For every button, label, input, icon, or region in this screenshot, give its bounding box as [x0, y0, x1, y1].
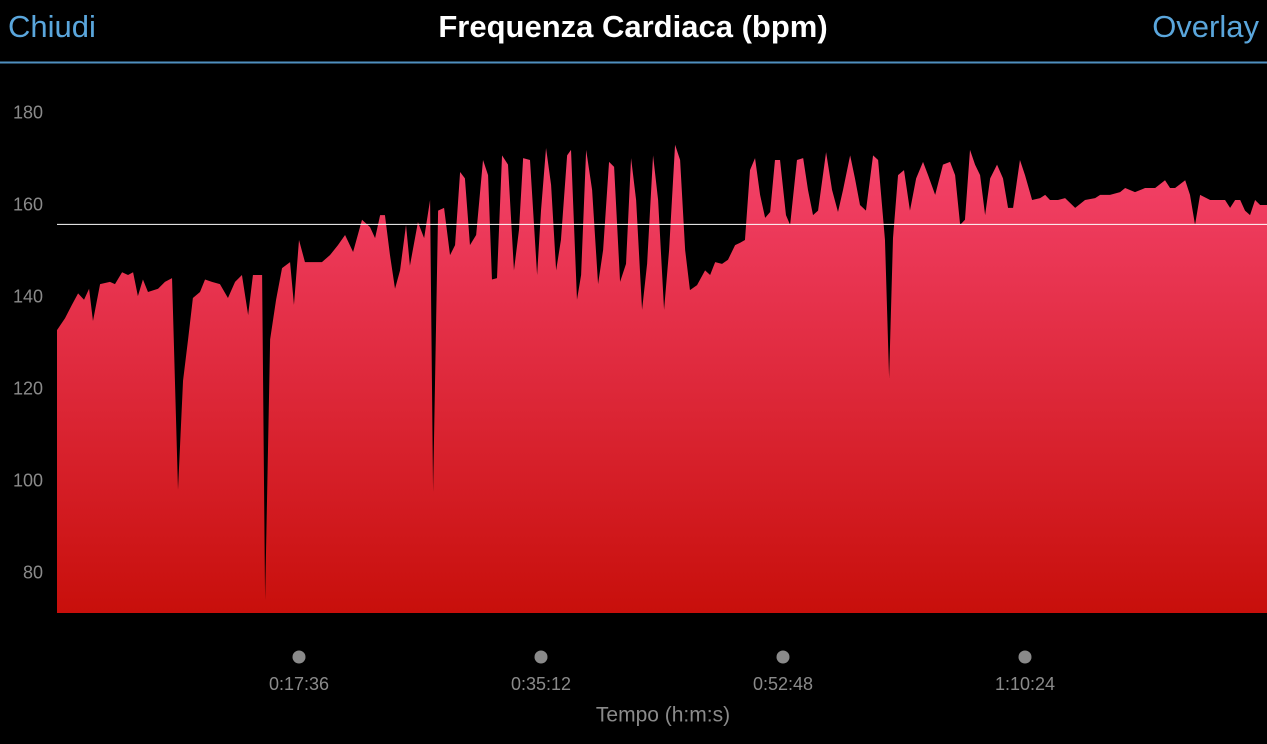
x-tick-dot	[1018, 650, 1032, 664]
x-tick-label: 0:35:12	[511, 674, 571, 694]
y-tick-label: 140	[13, 287, 43, 307]
y-tick-label: 80	[23, 563, 43, 583]
y-tick-label: 120	[13, 379, 43, 399]
x-tick-label: 0:52:48	[753, 674, 813, 694]
y-tick-label: 160	[13, 195, 43, 215]
x-tick-dot	[292, 650, 306, 664]
x-tick-dot	[534, 650, 548, 664]
y-tick-label: 100	[13, 471, 43, 491]
close-button[interactable]: Chiudi	[8, 9, 96, 44]
y-tick-label: 180	[13, 103, 43, 123]
overlay-button[interactable]: Overlay	[1152, 9, 1259, 44]
x-tick-label: 0:17:36	[269, 674, 329, 694]
heart-rate-area	[57, 144, 1267, 613]
chart-title: Frequenza Cardiaca (bpm)	[438, 9, 827, 44]
x-tick-dot	[776, 650, 790, 664]
x-tick-label: 1:10:24	[995, 674, 1055, 694]
x-axis-label: Tempo (h:m:s)	[596, 704, 730, 727]
